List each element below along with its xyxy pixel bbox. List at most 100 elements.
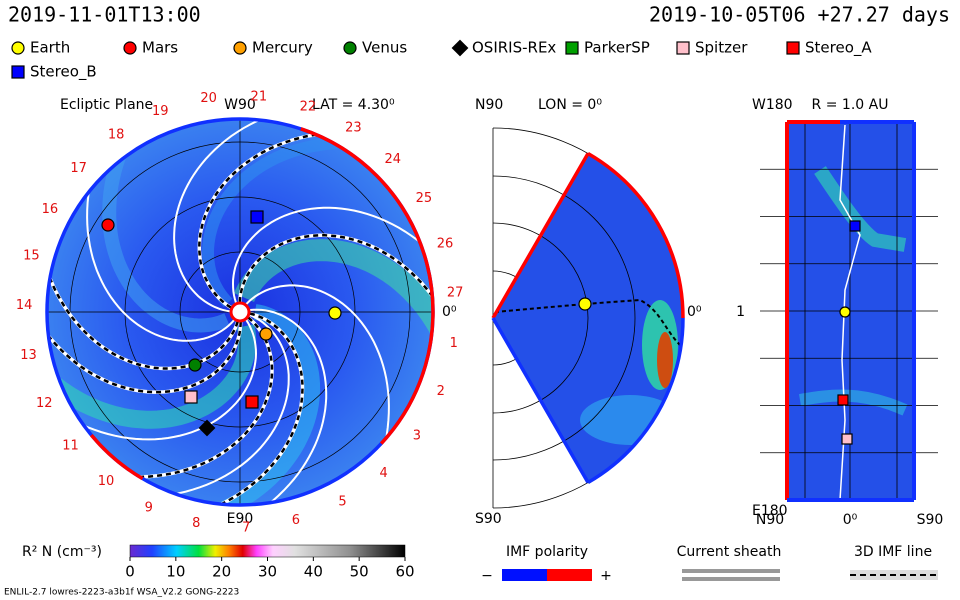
body-marker: [259, 327, 273, 341]
imf-line: [47, 319, 242, 394]
colorbar-tick-label: 50: [350, 563, 369, 581]
ecliptic-panel: [45, 117, 435, 507]
body-marker: [451, 39, 469, 57]
carrington-label: 24: [384, 152, 401, 167]
body-marker: [11, 41, 25, 55]
density-stream: [814, 166, 907, 252]
lon-label: LON = 0⁰: [538, 97, 602, 113]
key-minus: −: [481, 568, 493, 584]
carrington-label: 16: [42, 202, 59, 217]
imf-spiral: [249, 308, 328, 505]
density-stream: [233, 239, 433, 338]
panel-title: Ecliptic Plane: [60, 97, 153, 113]
axis-label: E90: [227, 511, 254, 527]
body-marker: [123, 41, 137, 55]
wedge-edge-negative: [491, 317, 590, 484]
legend-label: Mars: [142, 39, 178, 57]
body-marker: [676, 41, 690, 55]
rim-positive: [89, 433, 144, 481]
imf-line: [120, 316, 274, 479]
imf-spiral: [231, 206, 433, 304]
axis-label: S90: [475, 511, 502, 527]
imf-spiral: [155, 314, 290, 498]
meridional-panel: [491, 127, 685, 509]
body-marker: [837, 394, 849, 406]
colorbar-tick-label: 40: [304, 563, 323, 581]
colorbar-tick-label: 30: [258, 563, 277, 581]
body-marker: [11, 65, 25, 79]
carrington-label: 18: [108, 128, 125, 143]
axis-label: 0⁰: [442, 304, 457, 320]
rim-positive: [300, 127, 435, 445]
time-right: 2019-10-05T06 +27.27 days: [649, 3, 950, 27]
carrington-label: 4: [379, 466, 387, 481]
body-marker: [188, 358, 202, 372]
body-marker: [101, 218, 115, 232]
axis-label: 0⁰: [843, 512, 858, 528]
axis-label: W180: [752, 97, 793, 113]
imf-spiral: [65, 319, 258, 441]
carrington-label: 3: [413, 428, 421, 443]
body-marker: [250, 210, 264, 224]
axis-label: N90: [475, 97, 503, 113]
body-marker: [786, 41, 800, 55]
legend-label: Mercury: [252, 39, 313, 57]
body-marker: [839, 306, 851, 318]
key-title: 3D IMF line: [854, 544, 932, 560]
imf-line: [198, 131, 336, 309]
axis-label: W90: [224, 97, 256, 113]
imf-line: [238, 234, 433, 313]
wedge-rim-negative: [587, 317, 685, 485]
carrington-label: 1: [450, 336, 458, 351]
body-marker: [343, 41, 357, 55]
carrington-label: 9: [145, 500, 153, 515]
carrington-label: 25: [416, 191, 433, 206]
radius-label: R = 1.0 AU: [812, 97, 889, 113]
carrington-label: 6: [292, 513, 300, 528]
wedge-content: [493, 153, 683, 483]
axis-label: E180: [752, 503, 788, 519]
legend-label: Venus: [362, 39, 407, 57]
density-stream: [47, 324, 257, 429]
body-marker: [198, 419, 216, 437]
density-stream: [201, 136, 353, 307]
carrington-label: 2: [437, 384, 445, 399]
imf-line: [494, 298, 681, 346]
carrington-label: 22: [300, 99, 317, 114]
imf-spiral: [173, 119, 279, 313]
body-marker: [841, 433, 853, 445]
body-marker: [245, 395, 259, 409]
wedge-edge-positive: [491, 152, 590, 319]
colorbar-tick-label: 10: [166, 563, 185, 581]
carrington-label: 14: [16, 298, 33, 313]
legend-label: ParkerSP: [584, 39, 650, 57]
legend-label: Earth: [30, 39, 70, 57]
legend-label: OSIRIS-REx: [472, 39, 556, 57]
body-marker: [565, 41, 579, 55]
colorbar-tick-label: 60: [395, 563, 414, 581]
imf-spiral: [86, 172, 235, 342]
lat-label: LAT = 4.30⁰: [312, 97, 395, 113]
axis-label: 0⁰: [687, 304, 702, 320]
carrington-label: 11: [62, 438, 79, 453]
wedge-rim-positive: [587, 151, 685, 319]
colorbar-tick-label: 0: [125, 563, 135, 581]
body-marker: [184, 390, 198, 404]
time-left: 2019-11-01T13:00: [8, 3, 201, 27]
body-marker: [849, 220, 861, 232]
colorbar-label: R² N (cm⁻³): [22, 544, 102, 560]
body-marker: [233, 41, 247, 55]
carrington-label: 15: [23, 249, 40, 264]
carrington-label: 8: [192, 516, 200, 531]
carrington-label: 13: [20, 348, 37, 363]
carrington-label: 19: [152, 104, 169, 119]
carrington-label: 23: [345, 121, 362, 136]
carrington-label: 5: [338, 495, 346, 510]
carrington-label: 21: [251, 89, 268, 104]
current-sheet: [839, 124, 861, 501]
density-stream: [102, 143, 230, 333]
body-marker: [328, 306, 342, 320]
key-plus: +: [600, 568, 612, 584]
carrington-label: 26: [437, 237, 454, 252]
